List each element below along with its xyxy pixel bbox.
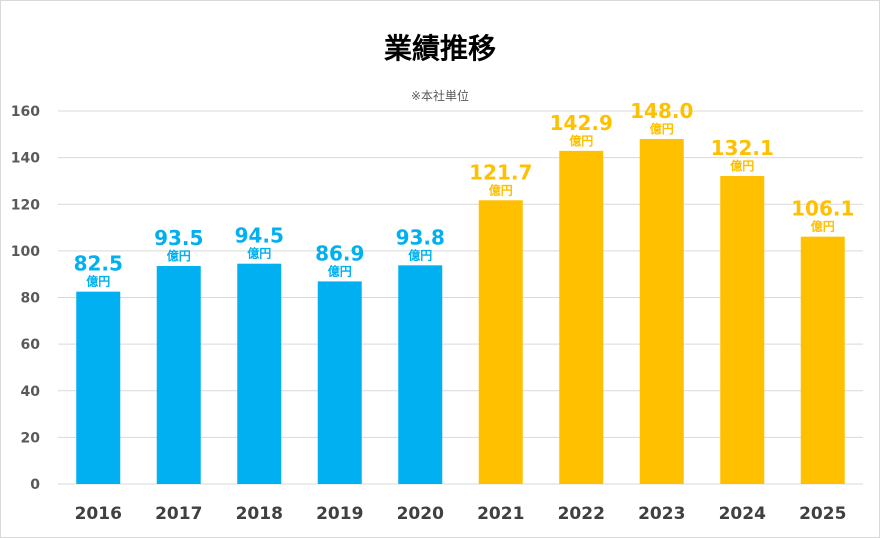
x-tick-label: 2017: [155, 504, 202, 524]
chart-subtitle: ※本社単位: [410, 89, 470, 103]
bar: [317, 281, 362, 484]
bar: [237, 263, 282, 484]
y-tick-label: 60: [21, 337, 41, 353]
y-tick-label: 0: [30, 477, 40, 493]
y-tick-label: 120: [11, 197, 40, 213]
y-tick-label: 140: [11, 151, 40, 167]
x-tick-label: 2020: [397, 504, 444, 524]
data-label: 121.7: [469, 160, 532, 184]
x-tick-label: 2019: [316, 504, 363, 524]
y-tick-label: 160: [11, 104, 40, 120]
y-tick-label: 80: [21, 291, 41, 307]
data-label: 94.5: [235, 224, 284, 248]
data-label: 148.0: [630, 99, 693, 123]
bar: [800, 236, 845, 484]
bar: [156, 266, 201, 484]
x-tick-label: 2023: [638, 504, 685, 524]
data-label-unit: 億円: [167, 248, 191, 263]
data-label-unit: 億円: [569, 133, 593, 148]
y-tick-label: 100: [11, 244, 40, 260]
data-label-unit: 億円: [328, 263, 352, 278]
y-tick-label: 40: [21, 384, 41, 400]
bar: [76, 291, 121, 484]
data-label: 106.1: [791, 197, 854, 221]
data-label: 132.1: [711, 136, 774, 160]
x-tick-label: 2021: [477, 504, 524, 524]
chart-title: 業績推移: [383, 32, 496, 65]
data-label-unit: 億円: [730, 158, 754, 173]
x-tick-label: 2016: [75, 504, 122, 524]
data-label-unit: 億円: [86, 274, 110, 289]
data-label: 93.5: [154, 226, 203, 250]
bar: [639, 138, 684, 484]
data-label-unit: 億円: [811, 219, 835, 234]
bar: [720, 176, 765, 484]
data-label: 82.5: [74, 252, 123, 276]
data-label-unit: 億円: [489, 182, 513, 197]
bar: [478, 200, 523, 485]
y-tick-label: 20: [21, 430, 41, 446]
bar: [559, 150, 604, 484]
data-label: 142.9: [550, 111, 613, 135]
data-label: 93.8: [396, 225, 445, 249]
data-label-unit: 億円: [650, 121, 674, 136]
x-tick-label: 2024: [719, 504, 766, 524]
data-label: 86.9: [315, 241, 364, 265]
x-tick-label: 2025: [799, 504, 846, 524]
data-label-unit: 億円: [247, 246, 271, 261]
x-tick-label: 2022: [558, 504, 605, 524]
bar: [398, 265, 443, 484]
data-label-unit: 億円: [408, 247, 432, 262]
x-tick-label: 2018: [236, 504, 283, 524]
